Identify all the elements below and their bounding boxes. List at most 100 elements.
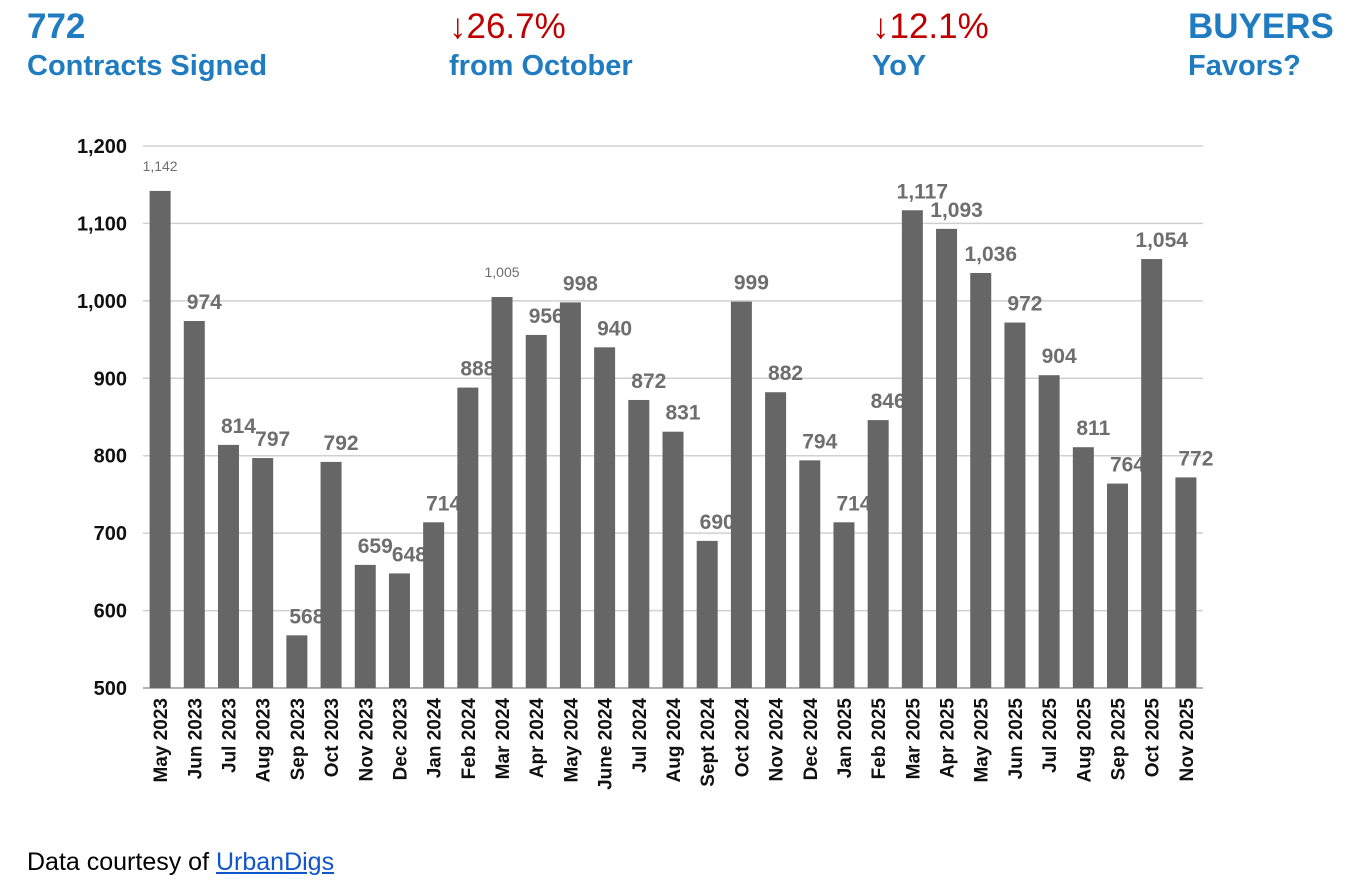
category-label: Oct 2025 (1143, 698, 1164, 778)
category-label: Sept 2024 (698, 698, 719, 787)
data-label: 648 (392, 543, 427, 566)
category-label: Jan 2024 (425, 698, 446, 779)
bar (901, 210, 923, 688)
data-label: 999 (734, 272, 769, 295)
data-label: 764 (1110, 454, 1145, 477)
data-label: 882 (768, 362, 803, 385)
data-label: 714 (426, 492, 461, 515)
kpi-value: BUYERS (1188, 7, 1334, 46)
y-tick-label: 500 (94, 678, 127, 700)
data-label: 797 (255, 428, 290, 451)
y-tick-label: 1,200 (77, 136, 127, 158)
bar (799, 460, 821, 688)
bar (1107, 483, 1129, 688)
bar (1175, 477, 1197, 688)
bar (183, 320, 205, 688)
bar (1004, 322, 1026, 688)
category-label: May 2025 (972, 698, 993, 783)
bar (662, 431, 684, 688)
category-label: Dec 2023 (390, 698, 411, 780)
y-tick-label: 700 (94, 523, 127, 545)
bar (765, 392, 787, 688)
category-label: Jan 2025 (835, 698, 856, 779)
category-label: Jul 2024 (630, 698, 651, 773)
bar (320, 461, 342, 688)
data-label: 972 (1007, 293, 1042, 316)
kpi-label: Favors? (1188, 50, 1301, 82)
data-label: 1,142 (143, 158, 178, 174)
bar (491, 296, 513, 688)
data-label: 956 (529, 305, 564, 328)
data-label: 998 (563, 272, 598, 295)
category-label: Jun 2023 (185, 698, 206, 779)
data-label: 792 (324, 432, 359, 455)
kpi-value: ↓26.7% (449, 7, 566, 46)
bar (970, 272, 992, 688)
kpi-yoy-change: ↓12.1% YoY (872, 6, 989, 84)
kpi-value: ↓12.1% (872, 7, 989, 46)
y-tick-label: 800 (94, 446, 127, 468)
bar (252, 458, 274, 688)
data-label: 904 (1042, 345, 1077, 368)
category-label: Apr 2025 (938, 698, 959, 779)
category-label: Mar 2025 (903, 698, 924, 780)
data-label: 1,036 (964, 243, 1017, 266)
category-label: Aug 2023 (254, 698, 275, 782)
bar (149, 190, 171, 688)
category-label: Sep 2023 (288, 698, 309, 780)
urbandigs-link[interactable]: UrbanDigs (215, 848, 335, 876)
data-credit: Data courtesy of UrbanDigs (27, 848, 334, 877)
category-label: Feb 2025 (869, 698, 890, 780)
data-label: 1,054 (1135, 229, 1188, 252)
data-label: 872 (631, 370, 666, 393)
category-label: Oct 2024 (732, 698, 753, 778)
data-label: 1,093 (930, 199, 983, 222)
category-label: Jul 2025 (1040, 698, 1061, 773)
bar (217, 444, 239, 688)
bar (730, 301, 752, 688)
category-label: May 2023 (151, 698, 172, 783)
category-label: Aug 2025 (1074, 698, 1095, 783)
data-label: 846 (871, 390, 906, 413)
data-label: 814 (221, 415, 256, 438)
data-label: 772 (1178, 447, 1213, 470)
data-label: 831 (665, 402, 700, 425)
data-label: 974 (187, 291, 222, 314)
category-label: Dec 2024 (801, 698, 822, 781)
data-label: 940 (597, 317, 632, 340)
category-label: Nov 2024 (767, 698, 788, 782)
kpi-value: 772 (27, 7, 86, 46)
category-label: Nov 2023 (356, 698, 377, 781)
bar (1072, 447, 1094, 688)
data-label: 690 (700, 511, 735, 534)
bar (457, 387, 479, 688)
category-label: Feb 2024 (459, 698, 480, 780)
bar (286, 635, 308, 688)
category-label: Aug 2024 (664, 698, 685, 783)
y-tick-label: 1,100 (77, 213, 127, 235)
y-tick-label: 600 (94, 601, 127, 623)
kpi-label: YoY (872, 50, 927, 82)
contracts-bar-chart: 500 600 700 800 900 1,000 1,100 1,200 1,142 May 2… (77, 136, 1213, 790)
data-label: 568 (289, 605, 324, 628)
bar (354, 564, 376, 688)
data-label: 1,005 (485, 264, 520, 280)
category-label: Sep 2025 (1109, 698, 1130, 781)
bar (867, 420, 889, 688)
bar (423, 522, 445, 688)
category-label: Jun 2025 (1006, 698, 1027, 780)
bar (525, 334, 547, 688)
kpi-label: Contracts Signed (27, 50, 268, 82)
category-label: Mar 2024 (493, 698, 514, 780)
kpi-contracts-signed: 772 Contracts Signed (27, 6, 267, 84)
bar (559, 302, 581, 688)
kpi-label: from October (449, 50, 633, 82)
category-label: May 2024 (561, 698, 582, 783)
kpi-market-favor: BUYERS Favors? (1188, 6, 1334, 84)
bar (628, 399, 650, 688)
data-label: 714 (836, 492, 871, 515)
bar (833, 522, 855, 688)
bar (1141, 259, 1163, 688)
bar (696, 540, 718, 688)
bar (1038, 375, 1060, 688)
